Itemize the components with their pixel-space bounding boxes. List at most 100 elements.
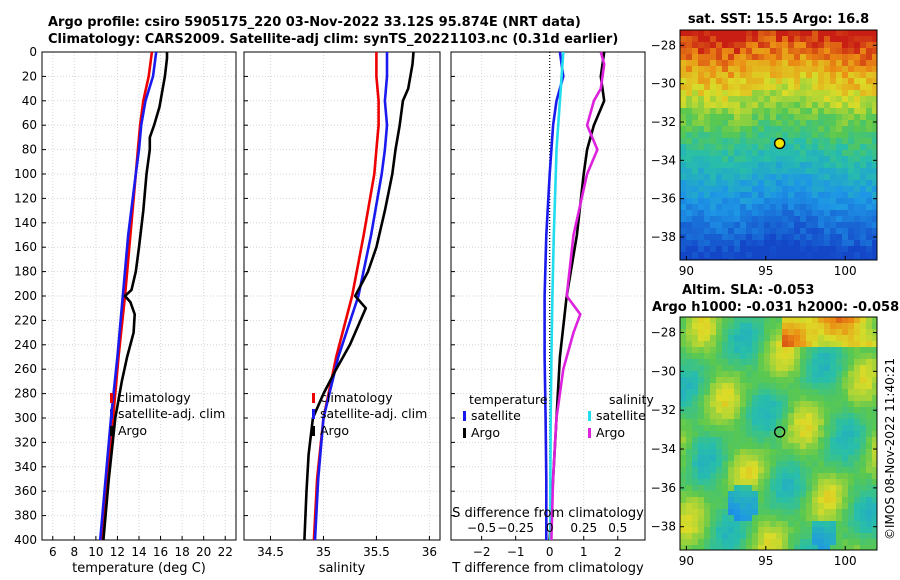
series-line-argo [102, 52, 169, 541]
legend-swatch [110, 393, 113, 403]
x-axis-label: salinity [319, 561, 366, 576]
map-lat-label: −36 [651, 192, 676, 206]
depth-tick-label: 400 [14, 533, 37, 547]
map-lon-label: 95 [758, 554, 773, 568]
x-tick-label: 16 [153, 545, 168, 559]
top-tick-label: 0.25 [570, 521, 597, 535]
plot-frame [243, 51, 441, 541]
legend-title-temperature: temperature [469, 392, 548, 407]
x-tick-label: 2 [614, 545, 622, 559]
x-tick-label: 8 [71, 545, 79, 559]
map-lat-label: −28 [651, 326, 676, 340]
map-subtitle: Argo h1000: -0.031 h2000: -0.058 [652, 300, 899, 315]
map-lat-label: −34 [651, 153, 676, 167]
map-lat-label: −28 [651, 38, 676, 52]
map-lat-label: −30 [651, 364, 676, 378]
legend-swatch [588, 411, 591, 421]
argo-location-marker [773, 426, 786, 438]
top-tick-label: 0 [546, 521, 554, 535]
map-lon-label: 100 [834, 264, 857, 278]
legend-swatch [312, 426, 315, 436]
series-line-temperature-satellite [543, 51, 565, 540]
map-lon-label: 90 [679, 554, 694, 568]
map-lat-label: −38 [651, 520, 676, 534]
legend-label: satellite-adj. clim [320, 406, 427, 421]
map-lat-label: −38 [651, 230, 676, 244]
legend-swatch [312, 409, 315, 419]
depth-tick-label: 260 [14, 362, 37, 376]
legend-label: Argo [118, 423, 147, 438]
map-frame [679, 29, 878, 261]
depth-tick-label: 340 [14, 460, 37, 474]
map-sst [680, 30, 877, 260]
legend-swatch [588, 428, 591, 438]
legend-label: climatology [320, 390, 393, 405]
depth-tick-label: 40 [22, 94, 37, 108]
legend-label: satellite-adj. clim [118, 406, 225, 421]
map-lat-label: −34 [651, 442, 676, 456]
depth-tick-label: 80 [22, 143, 37, 157]
depth-tick-label: 300 [14, 411, 37, 425]
series-line-satellite-adj.-clim [313, 52, 389, 541]
depth-tick-label: 120 [14, 191, 37, 205]
map-lon-label: 95 [758, 264, 773, 278]
x-tick-label: 34.5 [257, 545, 284, 559]
depth-tick-label: 240 [14, 338, 37, 352]
legend-title-salinity: salinity [609, 392, 654, 407]
x-tick-label: 36 [422, 545, 437, 559]
legend-label: satellite [471, 408, 521, 423]
x-tick-label: −2 [473, 545, 491, 559]
top-tick-label: −0.25 [497, 521, 534, 535]
map-lon-label: 90 [679, 264, 694, 278]
x-tick-label: −1 [507, 545, 525, 559]
x-tick-label: 22 [218, 545, 233, 559]
depth-tick-label: 360 [14, 484, 37, 498]
x-axis-label: T difference from climatology [451, 561, 644, 576]
x-tick-label: 14 [131, 545, 146, 559]
map-title: sat. SST: 15.5 Argo: 16.8 [688, 12, 869, 27]
depth-tick-label: 280 [14, 387, 37, 401]
x-tick-label: 18 [174, 545, 189, 559]
top-tick-label: −0.5 [467, 521, 496, 535]
legend-label: climatology [118, 390, 191, 405]
x-axis-label: temperature (deg C) [72, 561, 206, 576]
map-lat-label: −32 [651, 115, 676, 129]
legend-label: satellite [596, 408, 646, 423]
series-line-salinity-argo [550, 51, 606, 541]
depth-tick-label: 160 [14, 240, 37, 254]
depth-tick-label: 320 [14, 435, 37, 449]
depth-tick-label: 0 [29, 45, 37, 59]
legend-swatch [463, 428, 466, 438]
x-tick-label: 35.5 [363, 545, 390, 559]
depth-tick-label: 200 [14, 289, 37, 303]
legend-label: Argo [471, 425, 500, 440]
top-axis-label: S difference from climatology [452, 506, 644, 521]
x-tick-label: 20 [196, 545, 211, 559]
x-tick-label: 6 [49, 545, 57, 559]
x-tick-label: 0 [546, 545, 554, 559]
map-lat-label: −36 [651, 481, 676, 495]
map-lat-label: −32 [651, 403, 676, 417]
x-tick-label: 10 [88, 545, 103, 559]
x-tick-label: 35 [316, 545, 331, 559]
depth-tick-label: 60 [22, 118, 37, 132]
depth-tick-label: 100 [14, 167, 37, 181]
argo-location-marker [773, 137, 786, 150]
map-lat-label: −30 [651, 77, 676, 91]
legend-label: Argo [596, 425, 625, 440]
map-sla [680, 317, 877, 550]
map-frame [679, 316, 878, 551]
imos-credit: ©IMOS 08-Nov-2022 11:40:21 [883, 357, 897, 540]
legend-swatch [463, 411, 466, 421]
legend-label: Argo [320, 423, 349, 438]
depth-tick-label: 180 [14, 265, 37, 279]
series-line-salinity-satellite [549, 51, 565, 540]
plot-title-line2: Climatology: CARS2009. Satellite-adj cli… [48, 32, 619, 47]
x-tick-label: 1 [580, 545, 588, 559]
depth-tick-label: 380 [14, 509, 37, 523]
depth-tick-label: 20 [22, 69, 37, 83]
top-tick-label: 0.5 [608, 521, 627, 535]
x-tick-label: 12 [110, 545, 125, 559]
legend-swatch [110, 426, 113, 436]
